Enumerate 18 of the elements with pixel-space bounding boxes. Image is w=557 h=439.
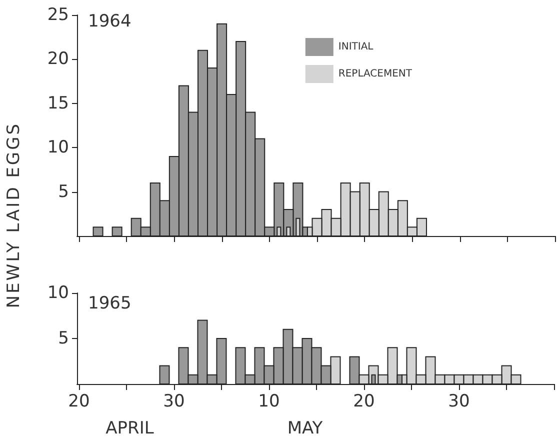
x-tick-label: 30 (163, 392, 185, 412)
text: MAY (287, 418, 324, 438)
y-tick-label: 20 (47, 49, 69, 70)
y-tick-label: 15 (47, 93, 69, 114)
legend-label: REPLACEMENT (338, 68, 413, 80)
y-tick-label: 5 (58, 182, 69, 202)
y-tick-label: 5 (58, 328, 69, 348)
legend-label: INITIAL (338, 42, 374, 52)
y-tick-label: 10 (47, 138, 69, 158)
x-tick-label: 10 (258, 392, 280, 412)
y-tick-label: 10 (47, 283, 69, 303)
x-tick-label: 20 (353, 392, 375, 412)
chart-title: 1964 (88, 12, 132, 32)
x-tick-label: 30 (448, 392, 470, 412)
y-tick-label: 25 (47, 5, 69, 25)
chart-title: 1965 (88, 294, 132, 314)
text: APRIL (106, 418, 154, 438)
y-axis-title: NEWLY LAID EGGS (4, 122, 24, 308)
